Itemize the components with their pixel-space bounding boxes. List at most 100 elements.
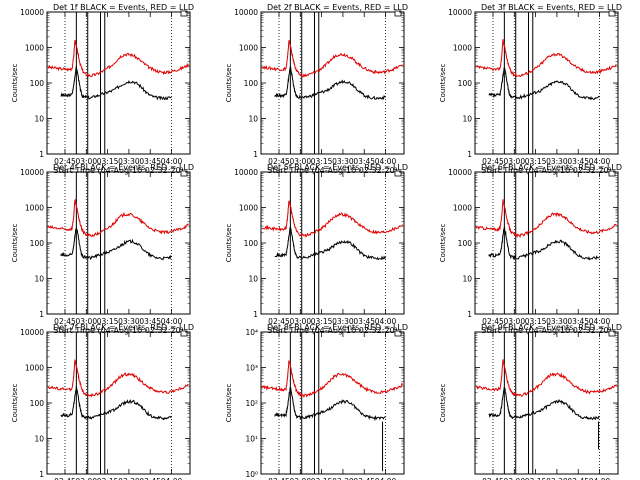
y-axis-label: Counts/sec [11,224,19,263]
y-tick-label: 10000 [20,168,44,177]
panel-title: Det 8f BLACK = Events, RED = LLD [267,323,408,332]
legend-box [180,330,188,337]
y-tick-label: 10⁴ [245,328,258,337]
x-axis-label: Start Time (04-Aug-10 02:32:20) [267,166,398,175]
series-events-line [60,226,172,261]
y-tick-label: 10² [245,399,258,408]
y-tick-label: 1 [39,150,44,159]
y-tick-label: 10 [248,115,258,124]
y-tick-label: 1000 [239,44,258,53]
x-tick-label: 04:00 [375,477,397,480]
x-axis-label: Start Time (04-Aug-10 02:32:20) [481,166,612,175]
x-tick-label: 02:45 [482,317,504,326]
series-lld-line [47,39,190,78]
x-tick-label: 03:00 [289,317,311,326]
plot-frame [46,171,191,315]
panel-title: Det 5f BLACK = Events, RED = LLD [267,163,408,172]
x-tick-label: 03:30 [546,157,568,166]
x-tick-label: 03:15 [525,157,547,166]
series-lld-line [261,359,404,399]
y-tick-label: 1 [39,310,44,319]
panel-title: Det 6f BLACK = Events, RED = LLD [481,163,622,172]
y-tick-label: 10¹ [245,435,258,444]
y-tick-label: 10000 [20,8,44,17]
legend-box [394,10,402,17]
y-tick-label: 1 [253,150,258,159]
x-tick-label: 03:15 [311,477,333,480]
y-tick-label: 100 [244,239,259,248]
panel-7: Det 7f BLACK = Events, RED = LLD 1 10 100 10… [11,323,194,480]
series-lld-line [261,200,404,238]
y-tick-label: 1 [467,150,472,159]
x-tick-label: 03:15 [525,477,547,480]
y-tick-label: 10 [248,275,258,284]
plot-frame [260,171,405,315]
y-tick-label: 1000 [25,364,44,373]
x-tick-label: 03:00 [503,157,525,166]
y-tick-label: 1000 [25,44,44,53]
y-tick-label: 10 [462,275,472,284]
legend-box [608,330,616,337]
y-tick-label: 10000 [234,168,258,177]
y-tick-label: 1 [253,310,258,319]
series-lld-line [47,358,189,398]
y-axis-label: Counts/sec [225,384,233,423]
y-tick-label: 100 [30,239,45,248]
y-tick-label: 10³ [245,364,258,373]
x-axis-label: Start Time (04-Aug-10 02:32:20) [53,166,184,175]
series-lld-line [475,359,618,397]
plot-frame [474,171,619,315]
x-tick-label: 03:45 [139,157,161,166]
x-tick-label: 02:45 [482,477,504,480]
y-axis-label: Counts/sec [439,224,447,263]
plot-frame [474,11,619,155]
y-axis-label: Counts/sec [225,224,233,263]
y-tick-label: 1 [467,310,472,319]
x-tick-label: 02:45 [268,317,290,326]
panel-9: Det 9f BLACK = Events, RED = LLD Counts/s… [439,323,622,480]
x-tick-label: 02:45 [54,157,76,166]
x-tick-label: 02:45 [54,477,76,480]
panel-title: Det 7f BLACK = Events, RED = LLD [53,323,194,332]
x-tick-label: 03:00 [503,317,525,326]
x-tick-label: 03:30 [546,317,568,326]
x-tick-label: 03:45 [353,317,375,326]
x-tick-label: 03:30 [118,157,140,166]
y-tick-label: 10 [34,275,44,284]
panel-5: Det 5f BLACK = Events, RED = LLD 1 10 100 10… [225,163,408,335]
panel-title: Det 3f BLACK = Events, RED = LLD [481,3,622,12]
x-tick-label: 03:30 [332,157,354,166]
x-tick-label: 04:00 [375,157,397,166]
x-tick-label: 04:00 [161,157,183,166]
series-events-line [274,226,386,261]
legend-box [394,170,402,177]
x-tick-label: 03:00 [289,477,311,480]
x-tick-label: 04:00 [161,477,183,480]
x-tick-label: 03:00 [75,157,97,166]
x-tick-label: 02:45 [268,157,290,166]
y-tick-label: 10000 [234,8,258,17]
x-tick-label: 02:45 [268,477,290,480]
x-tick-label: 03:30 [332,317,354,326]
x-tick-label: 03:45 [139,477,161,480]
x-tick-label: 04:00 [589,477,611,480]
x-tick-label: 03:30 [118,317,140,326]
series-lld-line [47,198,189,238]
plot-frame [46,11,191,155]
x-tick-label: 03:15 [311,157,333,166]
y-axis-label: Counts/sec [439,64,447,103]
legend-box [394,330,402,337]
panel-title: Det 4f BLACK = Events, RED = LLD [53,163,194,172]
plot-frame [260,11,405,155]
plot-frame [46,331,191,475]
y-tick-label: 10000 [448,8,472,17]
x-tick-label: 03:00 [289,157,311,166]
x-tick-label: 03:30 [332,477,354,480]
panel-8: Det 8f BLACK = Events, RED = LLD 10⁰ 10¹ 10… [225,323,408,480]
panel-title: Det 1f BLACK = Events, RED = LLD [53,3,194,12]
x-tick-label: 03:15 [97,477,119,480]
legend-box [180,10,188,17]
x-tick-label: 02:45 [482,157,504,166]
series-events-line [488,386,600,421]
series-events-line [488,226,600,261]
